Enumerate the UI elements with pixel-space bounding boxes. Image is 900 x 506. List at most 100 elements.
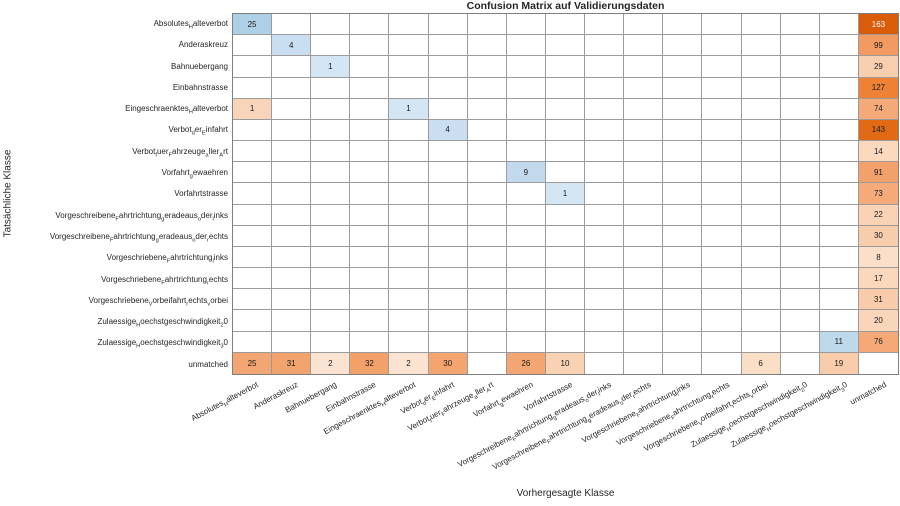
matrix-cell	[428, 204, 468, 226]
matrix-cell	[624, 225, 664, 247]
y-tick-label: VorgeschriebeneFahrtrichtunglinks	[106, 253, 228, 265]
matrix-cell	[585, 98, 625, 120]
matrix-cell	[545, 246, 586, 269]
matrix-cell	[780, 183, 820, 205]
matrix-cell	[272, 14, 312, 36]
matrix-cell	[741, 289, 781, 311]
matrix-cell	[506, 268, 546, 290]
matrix-cell	[545, 331, 586, 353]
matrix-cell	[702, 246, 742, 269]
matrix-cell	[467, 119, 507, 142]
matrix-cell: 2	[311, 352, 351, 374]
matrix-cell	[780, 14, 820, 36]
matrix-cell	[311, 77, 351, 99]
matrix-cell	[272, 268, 312, 290]
matrix-cell	[311, 246, 351, 269]
y-tick-label: Einbahnstrasse	[172, 82, 228, 92]
matrix-cell	[467, 204, 507, 226]
matrix-cell	[702, 56, 742, 78]
matrix-cell	[741, 141, 781, 163]
matrix-cell	[428, 246, 468, 269]
matrix-cell	[350, 310, 390, 332]
matrix-cell: 29	[858, 56, 898, 78]
matrix-cell	[233, 35, 273, 57]
matrix-cell	[663, 289, 703, 311]
matrix-cell	[428, 98, 468, 120]
matrix-cell	[819, 204, 859, 226]
matrix-cell: 20	[858, 310, 898, 332]
matrix-cell	[233, 183, 273, 205]
matrix-cell	[350, 119, 390, 142]
matrix-cell	[389, 204, 429, 226]
matrix-cell	[467, 98, 507, 120]
matrix-cell	[663, 331, 703, 353]
matrix-cell	[506, 310, 546, 332]
x-tick-label: unmatched	[848, 380, 888, 407]
matrix-cell	[585, 289, 625, 311]
matrix-cell	[545, 204, 586, 226]
matrix-cell: 74	[858, 98, 898, 120]
matrix-cell	[624, 352, 664, 374]
matrix-cell	[780, 162, 820, 184]
y-tick-label: VorgeschreibeneFahrtrichtunggeradeausode…	[49, 231, 228, 244]
matrix-cell	[311, 119, 351, 142]
matrix-cell	[272, 98, 312, 120]
matrix-cell: 26	[506, 352, 546, 374]
matrix-cell	[389, 246, 429, 269]
matrix-cell	[389, 77, 429, 99]
matrix-cell	[506, 225, 546, 247]
matrix-cell	[545, 14, 586, 36]
matrix-cell	[545, 268, 586, 290]
matrix-cell	[585, 77, 625, 99]
matrix-cell	[741, 225, 781, 247]
matrix-cell	[428, 225, 468, 247]
matrix-cell	[428, 56, 468, 78]
matrix-cell	[311, 35, 351, 57]
matrix-cell	[702, 35, 742, 57]
matrix-cell	[311, 98, 351, 120]
matrix-cell: 4	[428, 119, 468, 142]
matrix-cell: 31	[858, 289, 898, 311]
matrix-cell	[663, 119, 703, 142]
matrix-cell	[350, 183, 390, 205]
matrix-cell	[663, 183, 703, 205]
matrix-cell	[624, 268, 664, 290]
matrix-cell: 4	[272, 35, 312, 57]
matrix-cell	[272, 119, 312, 142]
matrix-cell	[702, 183, 742, 205]
matrix-cell	[272, 289, 312, 311]
matrix-cell: 11	[819, 331, 859, 353]
matrix-cell	[428, 162, 468, 184]
matrix-cell	[545, 119, 586, 142]
matrix-cell: 1	[545, 183, 586, 205]
matrix-cell	[741, 98, 781, 120]
matrix-cell	[467, 331, 507, 353]
matrix-cell: 1	[311, 56, 351, 78]
matrix-cell	[233, 225, 273, 247]
matrix-cell	[702, 141, 742, 163]
matrix-cell	[819, 183, 859, 205]
matrix-cell	[389, 141, 429, 163]
matrix-cell	[272, 310, 312, 332]
matrix-cell	[389, 35, 429, 57]
matrix-cell	[624, 98, 664, 120]
matrix-cell	[780, 225, 820, 247]
matrix-cell	[663, 204, 703, 226]
y-tick-label: Vorfahrtstrasse	[174, 189, 228, 199]
matrix-cell: 17	[858, 268, 898, 290]
matrix-cell: 31	[272, 352, 312, 374]
matrix-cell	[506, 14, 546, 36]
matrix-cell	[741, 35, 781, 57]
matrix-cell	[389, 268, 429, 290]
matrix-cell	[780, 98, 820, 120]
matrix-cell	[780, 56, 820, 78]
matrix-cell	[780, 310, 820, 332]
matrix-cell	[859, 353, 898, 374]
matrix-cell	[585, 14, 625, 36]
matrix-cell	[819, 310, 859, 332]
x-tick-labels: AbsolutesHalteverbot Anderaskreuz Bahnuebe…	[0, 377, 900, 487]
matrix-cell	[233, 204, 273, 226]
matrix-cell	[624, 14, 664, 36]
matrix-cell	[311, 289, 351, 311]
matrix-cell	[506, 56, 546, 78]
